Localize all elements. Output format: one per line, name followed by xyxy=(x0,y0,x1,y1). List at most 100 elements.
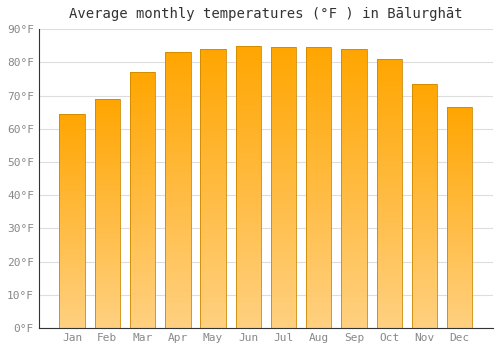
Bar xyxy=(94,268,120,271)
Bar xyxy=(271,244,296,247)
Bar xyxy=(342,236,366,239)
Bar xyxy=(412,147,437,150)
Bar xyxy=(412,177,437,179)
Bar xyxy=(306,266,332,269)
Bar xyxy=(200,60,226,63)
Bar xyxy=(447,244,472,246)
Bar xyxy=(342,326,366,328)
Bar xyxy=(236,311,261,314)
Bar xyxy=(447,196,472,198)
Bar xyxy=(376,307,402,309)
Bar xyxy=(165,171,190,174)
Bar xyxy=(60,118,85,120)
Bar xyxy=(342,158,366,161)
Bar xyxy=(94,264,120,266)
Bar xyxy=(376,207,402,210)
Bar xyxy=(412,262,437,265)
Bar xyxy=(412,164,437,167)
Bar xyxy=(165,281,190,284)
Bar xyxy=(60,127,85,129)
Bar xyxy=(236,249,261,252)
Bar xyxy=(342,169,366,172)
Bar xyxy=(236,269,261,272)
Bar xyxy=(376,242,402,245)
Bar xyxy=(200,312,226,314)
Bar xyxy=(447,297,472,300)
Bar xyxy=(94,106,120,108)
Bar xyxy=(200,256,226,258)
Bar xyxy=(200,108,226,110)
Bar xyxy=(306,289,332,292)
Bar xyxy=(60,262,85,264)
Bar xyxy=(447,220,472,222)
Bar xyxy=(60,289,85,292)
Bar xyxy=(130,216,156,218)
Bar xyxy=(200,309,226,312)
Bar xyxy=(412,89,437,91)
Bar xyxy=(236,133,261,136)
Bar xyxy=(200,55,226,57)
Bar xyxy=(236,289,261,292)
Bar xyxy=(130,210,156,213)
Bar xyxy=(130,147,156,149)
Bar xyxy=(236,240,261,244)
Bar xyxy=(376,264,402,266)
Bar xyxy=(236,94,261,97)
Bar xyxy=(165,99,190,102)
Bar xyxy=(271,95,296,98)
Bar xyxy=(342,121,366,124)
Bar xyxy=(236,173,261,176)
Bar xyxy=(94,131,120,133)
Bar xyxy=(447,204,472,206)
Bar xyxy=(94,188,120,191)
Bar xyxy=(130,313,156,315)
Bar xyxy=(130,121,156,124)
Bar xyxy=(60,215,85,217)
Bar xyxy=(94,292,120,294)
Bar xyxy=(447,191,472,193)
Bar xyxy=(306,264,332,266)
Bar xyxy=(447,224,472,226)
Bar xyxy=(236,303,261,306)
Bar xyxy=(200,300,226,303)
Bar xyxy=(60,272,85,275)
Bar xyxy=(236,131,261,133)
Bar xyxy=(342,278,366,281)
Bar xyxy=(447,145,472,147)
Bar xyxy=(130,264,156,267)
Bar xyxy=(342,317,366,320)
Bar xyxy=(306,238,332,241)
Bar xyxy=(165,52,190,328)
Bar xyxy=(447,129,472,132)
Bar xyxy=(271,261,296,264)
Bar xyxy=(271,47,296,328)
Bar xyxy=(236,46,261,49)
Bar xyxy=(94,294,120,296)
Bar xyxy=(271,179,296,182)
Bar xyxy=(376,142,402,145)
Bar xyxy=(94,237,120,239)
Bar xyxy=(165,292,190,295)
Bar xyxy=(130,259,156,262)
Bar xyxy=(60,187,85,189)
Bar xyxy=(447,226,472,229)
Bar xyxy=(271,64,296,67)
Bar xyxy=(130,85,156,88)
Bar xyxy=(94,168,120,170)
Bar xyxy=(130,308,156,310)
Bar xyxy=(130,77,156,80)
Bar xyxy=(271,47,296,50)
Bar xyxy=(60,255,85,258)
Bar xyxy=(412,231,437,233)
Bar xyxy=(342,250,366,253)
Bar xyxy=(306,314,332,317)
Bar xyxy=(447,193,472,196)
Bar xyxy=(60,260,85,262)
Bar xyxy=(130,141,156,144)
Bar xyxy=(271,317,296,320)
Bar xyxy=(412,184,437,187)
Bar xyxy=(412,179,437,182)
Bar xyxy=(306,272,332,275)
Bar xyxy=(271,101,296,104)
Bar xyxy=(130,185,156,188)
